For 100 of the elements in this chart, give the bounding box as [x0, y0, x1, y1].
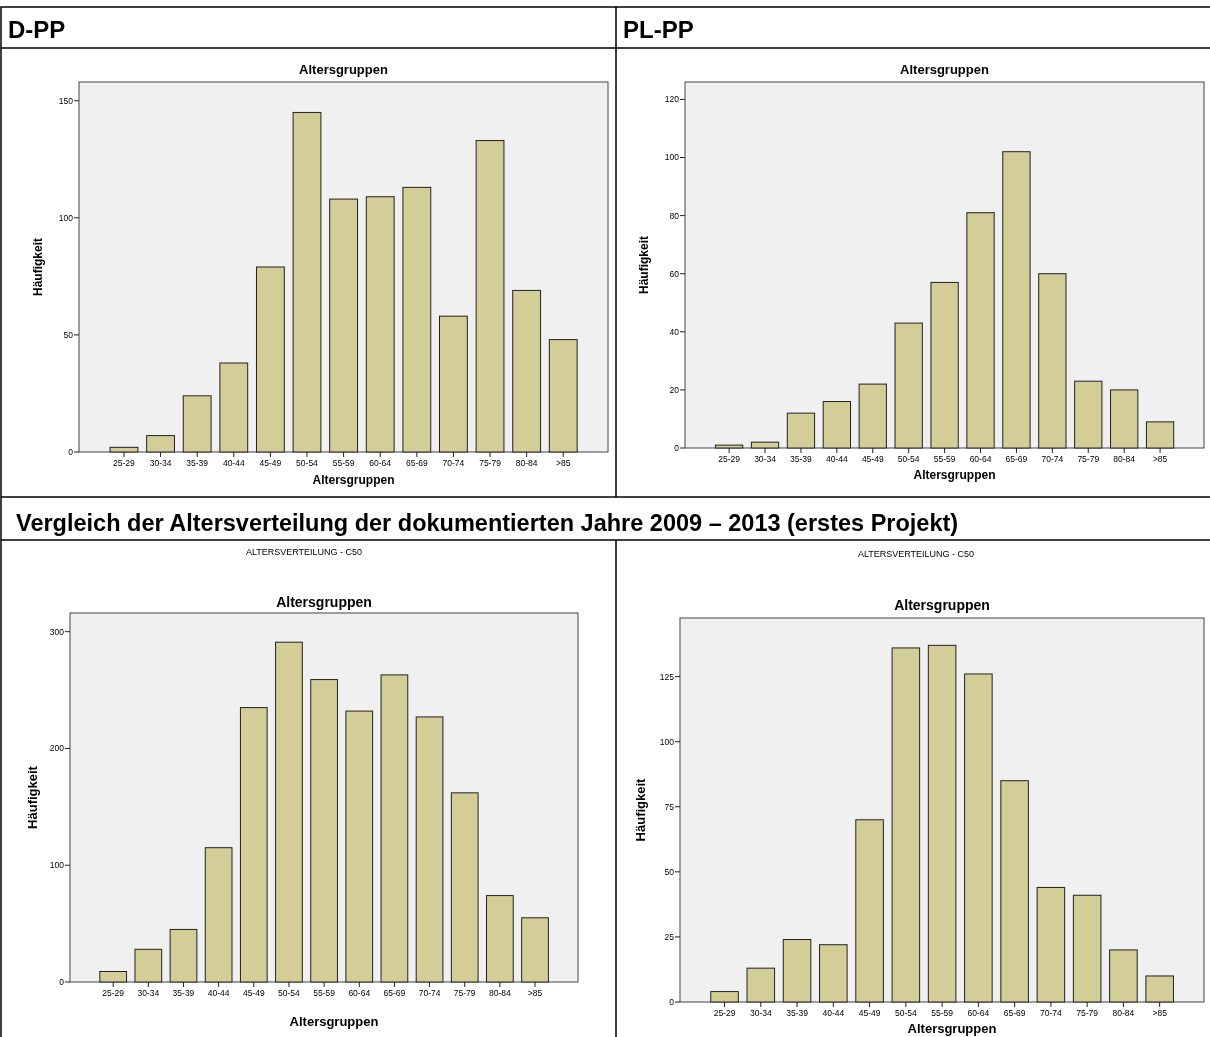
bar — [512, 289, 542, 453]
x-tick-label: 75-79 — [1076, 1008, 1099, 1018]
bar — [99, 970, 128, 983]
x-tick-label: 50-54 — [894, 1008, 917, 1018]
x-tick-label: 80-84 — [1113, 454, 1136, 464]
x-tick-label: 75-79 — [479, 458, 502, 468]
bar — [450, 792, 479, 983]
x-tick-label: 65-69 — [1005, 454, 1028, 464]
y-tick-label: 60 — [669, 268, 680, 279]
x-tick-label: 60-64 — [967, 1008, 990, 1018]
bar — [714, 444, 744, 449]
bar — [855, 819, 884, 1003]
x-axis-title: Altersgruppen — [907, 1021, 997, 1036]
x-tick-label: >85 — [556, 458, 571, 468]
y-tick-label: 100 — [659, 736, 675, 747]
x-tick-label: 25-29 — [713, 1008, 736, 1018]
y-tick-label: 50 — [63, 329, 74, 340]
x-tick-label: 40-44 — [822, 1008, 845, 1018]
bar — [475, 140, 505, 453]
bar — [329, 198, 359, 453]
y-axis-title: Häufigkeit — [637, 235, 651, 295]
bar — [710, 991, 739, 1003]
x-tick-label: >85 — [1152, 454, 1168, 464]
bar — [930, 281, 959, 449]
bar — [1038, 273, 1067, 449]
bar — [1145, 421, 1175, 449]
bar — [964, 673, 993, 1003]
x-tick-label: 40-44 — [825, 454, 848, 464]
y-axis-title: Häufigkeit — [25, 765, 40, 829]
bar — [486, 895, 514, 983]
x-tick-label: 45-49 — [858, 1008, 881, 1018]
y-tick-label: 100 — [49, 860, 65, 871]
x-tick-label: 55-59 — [931, 1008, 954, 1018]
y-tick-label: 75 — [664, 801, 675, 812]
x-tick-label: 80-84 — [1112, 1008, 1135, 1018]
bar — [858, 383, 887, 449]
x-tick-label: 60-64 — [369, 458, 392, 468]
x-tick-label: 35-39 — [786, 1008, 809, 1018]
y-axis-title: Häufigkeit — [633, 777, 648, 842]
bar — [146, 435, 175, 453]
y-tick-label: 20 — [669, 384, 680, 395]
bar — [1036, 886, 1066, 1003]
bar — [782, 939, 812, 1003]
chart-subtitle: D-PP — [8, 16, 66, 43]
bar — [310, 679, 338, 983]
bar — [169, 928, 198, 983]
bar — [966, 212, 995, 449]
x-tick-label: 60-64 — [969, 454, 992, 464]
x-tick-label: 60-64 — [348, 988, 371, 998]
bar — [255, 266, 285, 453]
y-tick-label: 0 — [59, 976, 65, 987]
bar — [750, 441, 780, 449]
bar — [786, 412, 816, 449]
bar — [927, 644, 957, 1003]
x-tick-label: 80-84 — [515, 458, 538, 468]
x-axis-title: Altersgruppen — [312, 473, 395, 487]
x-tick-label: 70-74 — [418, 988, 441, 998]
y-tick-label: 0 — [674, 442, 680, 453]
x-tick-label: 80-84 — [488, 988, 512, 998]
bar — [1074, 380, 1103, 449]
x-tick-label: 50-54 — [897, 454, 920, 464]
y-tick-label: 50 — [664, 866, 675, 877]
y-tick-label: 0 — [669, 996, 675, 1007]
chart-subtitle: ALTERSVERTEILUNG - C50 — [857, 549, 975, 559]
x-tick-label: 40-44 — [207, 988, 230, 998]
x-tick-label: 75-79 — [453, 988, 476, 998]
bar — [891, 647, 921, 1003]
bar — [1000, 780, 1029, 1003]
x-tick-label: 75-79 — [1077, 454, 1100, 464]
bar — [1072, 894, 1102, 1003]
x-tick-label: 45-49 — [861, 454, 884, 464]
x-tick-label: 65-69 — [1003, 1008, 1026, 1018]
bar — [1145, 975, 1174, 1003]
chart-title: Altersgruppen — [894, 597, 990, 613]
x-axis-title: Altersgruppen — [289, 1014, 379, 1029]
x-tick-label: 35-39 — [186, 458, 209, 468]
x-tick-label: 25-29 — [113, 458, 136, 468]
y-tick-label: 125 — [659, 671, 675, 682]
x-axis-title: Altersgruppen — [913, 468, 996, 482]
bar — [548, 339, 578, 453]
y-tick-label: 40 — [669, 326, 680, 337]
bar — [292, 111, 322, 453]
bar — [822, 401, 852, 449]
x-tick-label: 45-49 — [242, 988, 265, 998]
x-tick-label: 35-39 — [790, 454, 813, 464]
bar — [134, 948, 163, 983]
bar — [1109, 949, 1138, 1003]
x-tick-label: 65-69 — [405, 458, 428, 468]
x-tick-label: 70-74 — [1040, 1008, 1063, 1018]
bar — [380, 674, 409, 983]
bar — [275, 641, 303, 983]
text: Vergleich der Altersverteilung der dokumentierten Jahre 2009 – 2013 (erstes Projekt) — [16, 510, 959, 536]
x-tick-label: 65-69 — [383, 988, 406, 998]
y-axis-title: Häufigkeit — [31, 237, 45, 297]
x-tick-label: 55-59 — [332, 458, 355, 468]
bar — [345, 710, 374, 983]
y-tick-label: 100 — [664, 152, 680, 163]
bar — [204, 847, 233, 983]
bar — [239, 707, 268, 983]
x-tick-label: >85 — [1152, 1008, 1168, 1018]
